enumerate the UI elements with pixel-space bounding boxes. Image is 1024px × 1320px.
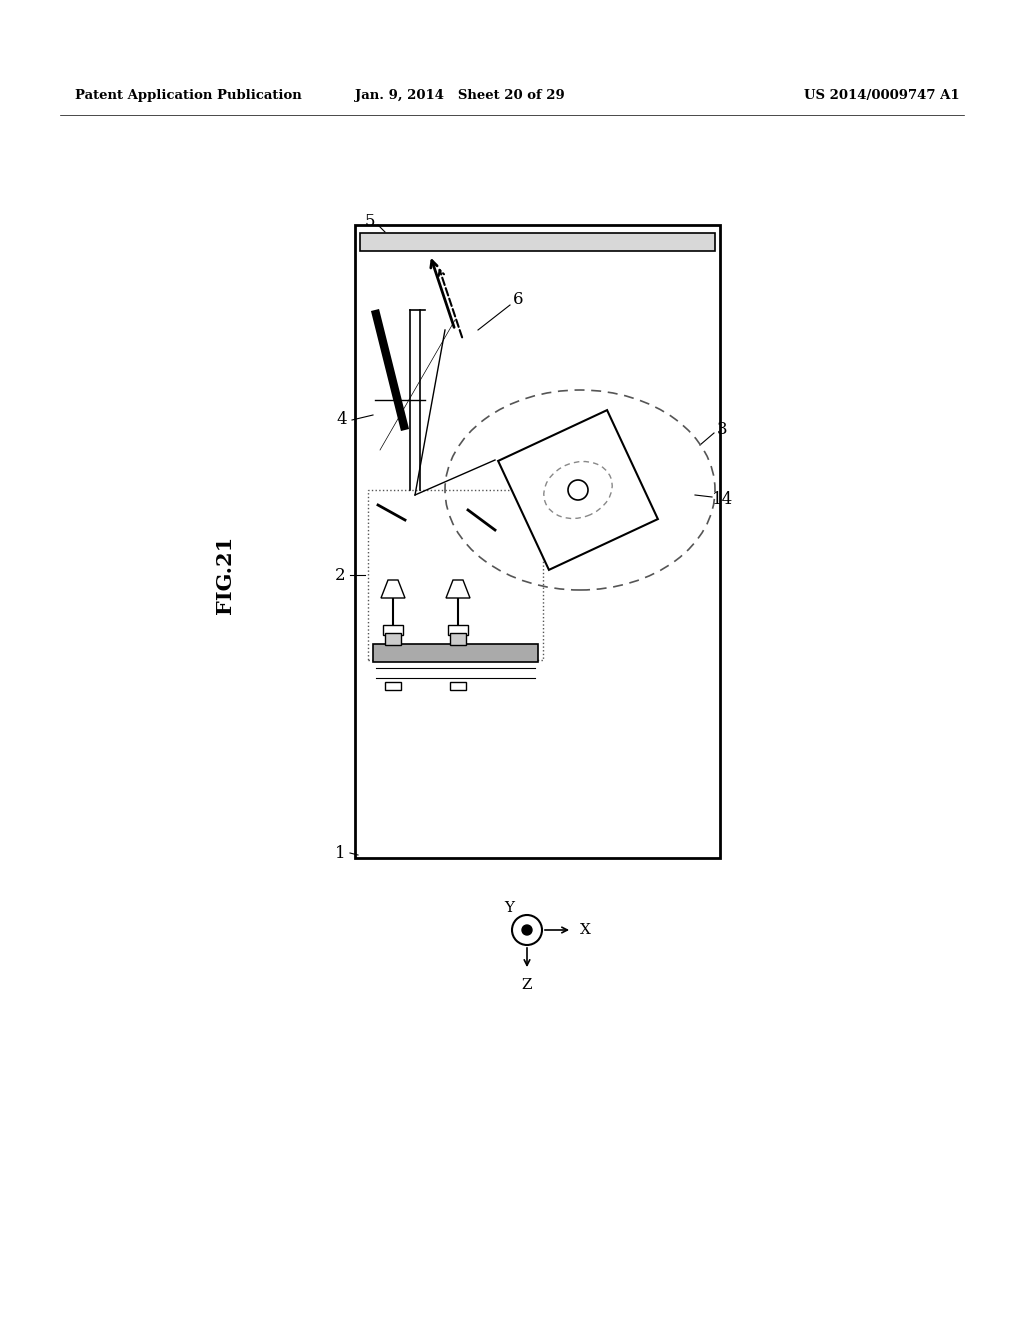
Polygon shape: [498, 411, 657, 570]
Bar: [368, 490, 543, 660]
Bar: [383, 624, 403, 635]
Text: 1: 1: [335, 845, 345, 862]
Bar: [360, 234, 715, 251]
Text: Patent Application Publication: Patent Application Publication: [75, 88, 302, 102]
Text: Jan. 9, 2014   Sheet 20 of 29: Jan. 9, 2014 Sheet 20 of 29: [355, 88, 565, 102]
Polygon shape: [446, 579, 470, 598]
Text: 2: 2: [335, 566, 345, 583]
Bar: [450, 682, 466, 690]
Circle shape: [512, 915, 542, 945]
Bar: [385, 634, 401, 645]
Bar: [385, 682, 401, 690]
Text: Y: Y: [504, 902, 514, 915]
Bar: [450, 634, 466, 645]
Text: 5: 5: [365, 214, 375, 231]
Circle shape: [568, 480, 588, 500]
Text: 3: 3: [717, 421, 727, 438]
Text: X: X: [580, 923, 591, 937]
Bar: [449, 624, 468, 635]
Text: Z: Z: [522, 978, 532, 993]
Text: 4: 4: [337, 412, 347, 429]
Text: FIG.21: FIG.21: [215, 536, 234, 614]
Text: US 2014/0009747 A1: US 2014/0009747 A1: [805, 88, 961, 102]
Bar: [355, 224, 720, 858]
Bar: [373, 644, 538, 663]
Text: 6: 6: [513, 292, 523, 309]
Polygon shape: [381, 579, 406, 598]
Text: 14: 14: [713, 491, 733, 508]
Circle shape: [522, 925, 532, 935]
